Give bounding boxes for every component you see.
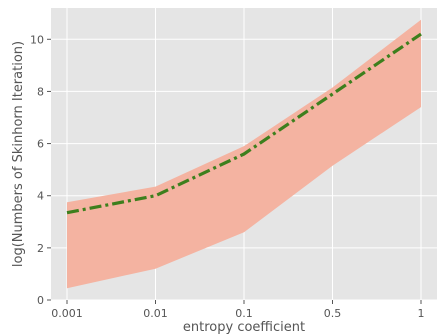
y-tick-label-0: 0: [37, 294, 44, 307]
x-tick-label-0: 0.001: [51, 307, 83, 320]
y-tick-label-5: 10: [30, 33, 44, 46]
y-axis-ticks: 0 2 4 6 8 10: [30, 33, 51, 307]
x-tick-label-1: 0.01: [143, 307, 168, 320]
series-line: [66, 32, 422, 215]
x-tick-label-3: 0.5: [324, 307, 342, 320]
y-tick-label-2: 4: [37, 190, 44, 203]
y-tick-label-3: 6: [37, 138, 44, 151]
x-tick-label-4: 1: [418, 307, 425, 320]
x-axis-label: entropy coefficient: [183, 320, 305, 335]
y-tick-label-4: 8: [37, 85, 44, 98]
x-axis-ticks: 0.001 0.01 0.1 0.5 1: [51, 300, 425, 320]
y-axis-label: log(Numbers of Skinhorn Iteration): [11, 41, 26, 267]
x-tick-label-2: 0.1: [235, 307, 253, 320]
y-tick-label-1: 2: [37, 242, 44, 255]
